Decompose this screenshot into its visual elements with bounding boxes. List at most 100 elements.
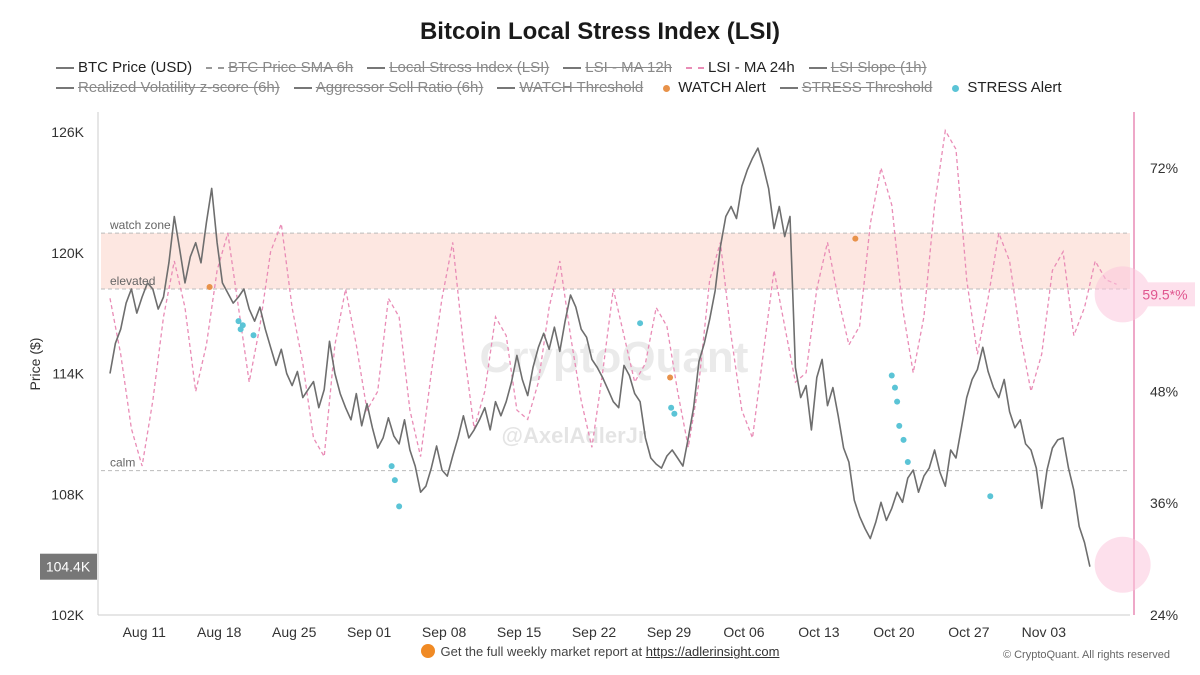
legend-label: LSI Slope (1h) (830, 59, 927, 76)
legend-swatch-icon (367, 67, 386, 70)
legend-swatch-icon (206, 67, 225, 70)
y-tick-label: 120K (51, 245, 84, 261)
right-tick-label: 72% (1150, 160, 1178, 176)
legend-label: WATCH Threshold (519, 79, 644, 96)
legend-item-4[interactable]: LSI - MA 24h (686, 58, 795, 78)
footer: Get the full weekly market report at htt… (0, 644, 1200, 659)
stress-alert-point (894, 398, 901, 405)
report-icon (420, 644, 435, 658)
x-tick-label: Sep 15 (497, 624, 542, 640)
stress-alert-point (987, 493, 994, 500)
legend-item-7[interactable]: Aggressor Sell Ratio (6h) (293, 78, 484, 98)
current-price-label: 104.4K (46, 559, 91, 575)
y-tick-label: 102K (51, 607, 84, 623)
legend-item-2[interactable]: Local Stress Index (LSI) (367, 58, 549, 78)
price-highlight-circle (1094, 536, 1151, 593)
zone-label-0: watch zone (109, 218, 171, 232)
legend-swatch-icon (686, 67, 705, 70)
x-tick-label: Sep 29 (647, 624, 692, 640)
legend: BTC Price (USD) BTC Price SMA 6h Local Str… (56, 58, 1176, 98)
x-tick-label: Oct 06 (723, 624, 764, 640)
legend-label: BTC Price (USD) (78, 59, 193, 76)
legend-item-6[interactable]: Realized Volatility z-score (6h) (56, 78, 280, 98)
y-tick-label: 126K (51, 124, 84, 140)
zone-label-2: calm (110, 456, 135, 470)
legend-swatch-icon (952, 84, 960, 92)
handle-text: @AxelAdlerJr (502, 423, 647, 448)
x-tick-label: Aug 18 (197, 624, 242, 640)
right-tick-label: 48% (1150, 383, 1178, 399)
x-tick-label: Aug 25 (272, 624, 317, 640)
legend-swatch-icon (293, 87, 312, 90)
legend-item-1[interactable]: BTC Price SMA 6h (206, 58, 353, 78)
lsi-ma24-line (109, 128, 1117, 467)
stress-alert-point (671, 410, 678, 417)
legend-label: WATCH Alert (678, 79, 766, 96)
stress-alert-point (388, 463, 395, 470)
btc-price-line (109, 147, 1091, 567)
x-tick-label: Oct 27 (948, 624, 989, 640)
watch-alert-point (667, 374, 674, 381)
current-price-box (40, 553, 97, 580)
legend-label: LSI - MA 12h (585, 59, 673, 76)
lsi-highlight-circle (1094, 266, 1151, 323)
legend-label: STRESS Alert (967, 79, 1062, 96)
watch-zone-band (101, 233, 1130, 289)
watch-alert-point (852, 235, 859, 242)
current-lsi-label: 59.5*% (1142, 286, 1187, 302)
watch-alert-point (206, 283, 213, 290)
stress-alert-point (391, 477, 398, 484)
y-axis-label: Price ($) (27, 338, 43, 391)
legend-item-8[interactable]: WATCH Threshold (497, 78, 643, 98)
x-tick-label: Sep 08 (422, 624, 467, 640)
x-tick-label: Oct 13 (798, 624, 839, 640)
x-tick-label: Sep 01 (347, 624, 392, 640)
stress-alert-point (239, 322, 246, 329)
stress-alert-point (396, 503, 403, 510)
legend-item-0[interactable]: BTC Price (USD) (56, 58, 192, 78)
stress-alert-point (888, 372, 895, 379)
legend-label: Local Stress Index (LSI) (389, 59, 550, 76)
legend-label: BTC Price SMA 6h (228, 59, 354, 76)
y-tick-label: 108K (51, 486, 84, 502)
zone-label-1: elevated (110, 274, 155, 288)
chart-title: Bitcoin Local Stress Index (LSI) (419, 18, 781, 45)
current-lsi-box (1135, 282, 1195, 307)
stress-alert-point (896, 422, 903, 429)
x-tick-label: Nov 03 (1022, 624, 1067, 640)
legend-item-9[interactable]: WATCH Alert (657, 78, 766, 98)
legend-swatch-icon (497, 87, 516, 90)
stress-alert-point (637, 320, 644, 327)
stress-alert-point (904, 459, 911, 466)
legend-item-3[interactable]: LSI - MA 12h (563, 58, 672, 78)
stress-alert-point (668, 404, 675, 411)
footer-text: Get the full weekly market report at (440, 644, 643, 659)
legend-item-5[interactable]: LSI Slope (1h) (808, 58, 927, 78)
stress-alert-point (235, 318, 242, 325)
footer-link[interactable]: https://adlerinsight.com (645, 644, 780, 659)
right-tick-label: 24% (1150, 607, 1178, 623)
legend-swatch-icon (779, 87, 798, 90)
watermark-text: CryptoQuant (480, 333, 749, 382)
stress-alert-point (900, 436, 907, 443)
legend-item-10[interactable]: STRESS Threshold (779, 78, 933, 98)
legend-swatch-icon (56, 67, 74, 70)
legend-swatch-icon (808, 67, 827, 70)
legend-swatch-icon (563, 67, 582, 70)
y-tick-label: 114K (52, 366, 84, 382)
copyright: © CryptoQuant. All rights reserved (1002, 649, 1170, 661)
stress-alert-point (250, 332, 257, 339)
legend-swatch-icon (56, 87, 74, 90)
stress-alert-point (891, 384, 898, 391)
x-tick-label: Aug 11 (123, 624, 167, 640)
legend-label: STRESS Threshold (801, 79, 933, 96)
legend-label: Realized Volatility z-score (6h) (78, 79, 280, 96)
x-tick-label: Oct 20 (873, 624, 914, 640)
legend-item-11[interactable]: STRESS Alert (946, 78, 1062, 98)
legend-label: Aggressor Sell Ratio (6h) (315, 79, 484, 96)
x-tick-label: Sep 22 (572, 624, 617, 640)
legend-swatch-icon (663, 84, 671, 92)
legend-label: LSI - MA 24h (708, 59, 795, 76)
